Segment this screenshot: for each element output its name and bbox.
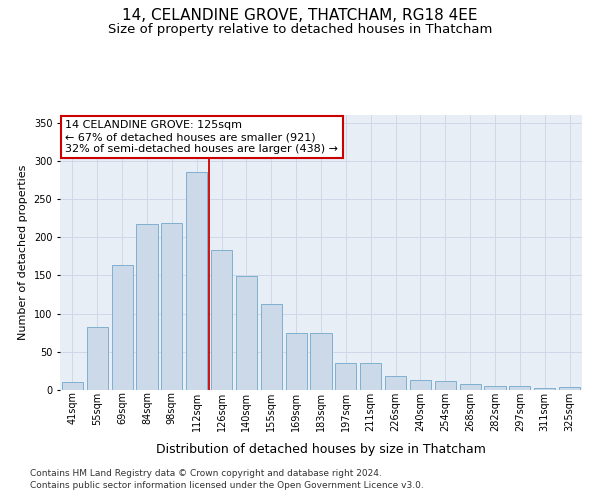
Bar — [112, 266, 133, 390]
Bar — [410, 380, 431, 390]
Bar — [435, 381, 456, 390]
Bar — [335, 364, 356, 390]
Bar — [534, 388, 555, 390]
Bar — [460, 384, 481, 390]
Bar — [186, 172, 207, 390]
Bar — [87, 326, 108, 390]
Bar — [310, 332, 332, 390]
Bar — [360, 364, 381, 390]
Bar — [211, 250, 232, 390]
Text: Size of property relative to detached houses in Thatcham: Size of property relative to detached ho… — [108, 22, 492, 36]
Text: Contains public sector information licensed under the Open Government Licence v3: Contains public sector information licen… — [30, 481, 424, 490]
Text: Contains HM Land Registry data © Crown copyright and database right 2024.: Contains HM Land Registry data © Crown c… — [30, 468, 382, 477]
Text: 14, CELANDINE GROVE, THATCHAM, RG18 4EE: 14, CELANDINE GROVE, THATCHAM, RG18 4EE — [122, 8, 478, 22]
Y-axis label: Number of detached properties: Number of detached properties — [18, 165, 28, 340]
Text: Distribution of detached houses by size in Thatcham: Distribution of detached houses by size … — [156, 442, 486, 456]
Bar — [559, 387, 580, 390]
Bar — [509, 386, 530, 390]
Bar — [136, 224, 158, 390]
Bar — [236, 276, 257, 390]
Text: 14 CELANDINE GROVE: 125sqm
← 67% of detached houses are smaller (921)
32% of sem: 14 CELANDINE GROVE: 125sqm ← 67% of deta… — [65, 120, 338, 154]
Bar — [286, 332, 307, 390]
Bar — [62, 382, 83, 390]
Bar — [385, 376, 406, 390]
Bar — [161, 224, 182, 390]
Bar — [484, 386, 506, 390]
Bar — [261, 304, 282, 390]
